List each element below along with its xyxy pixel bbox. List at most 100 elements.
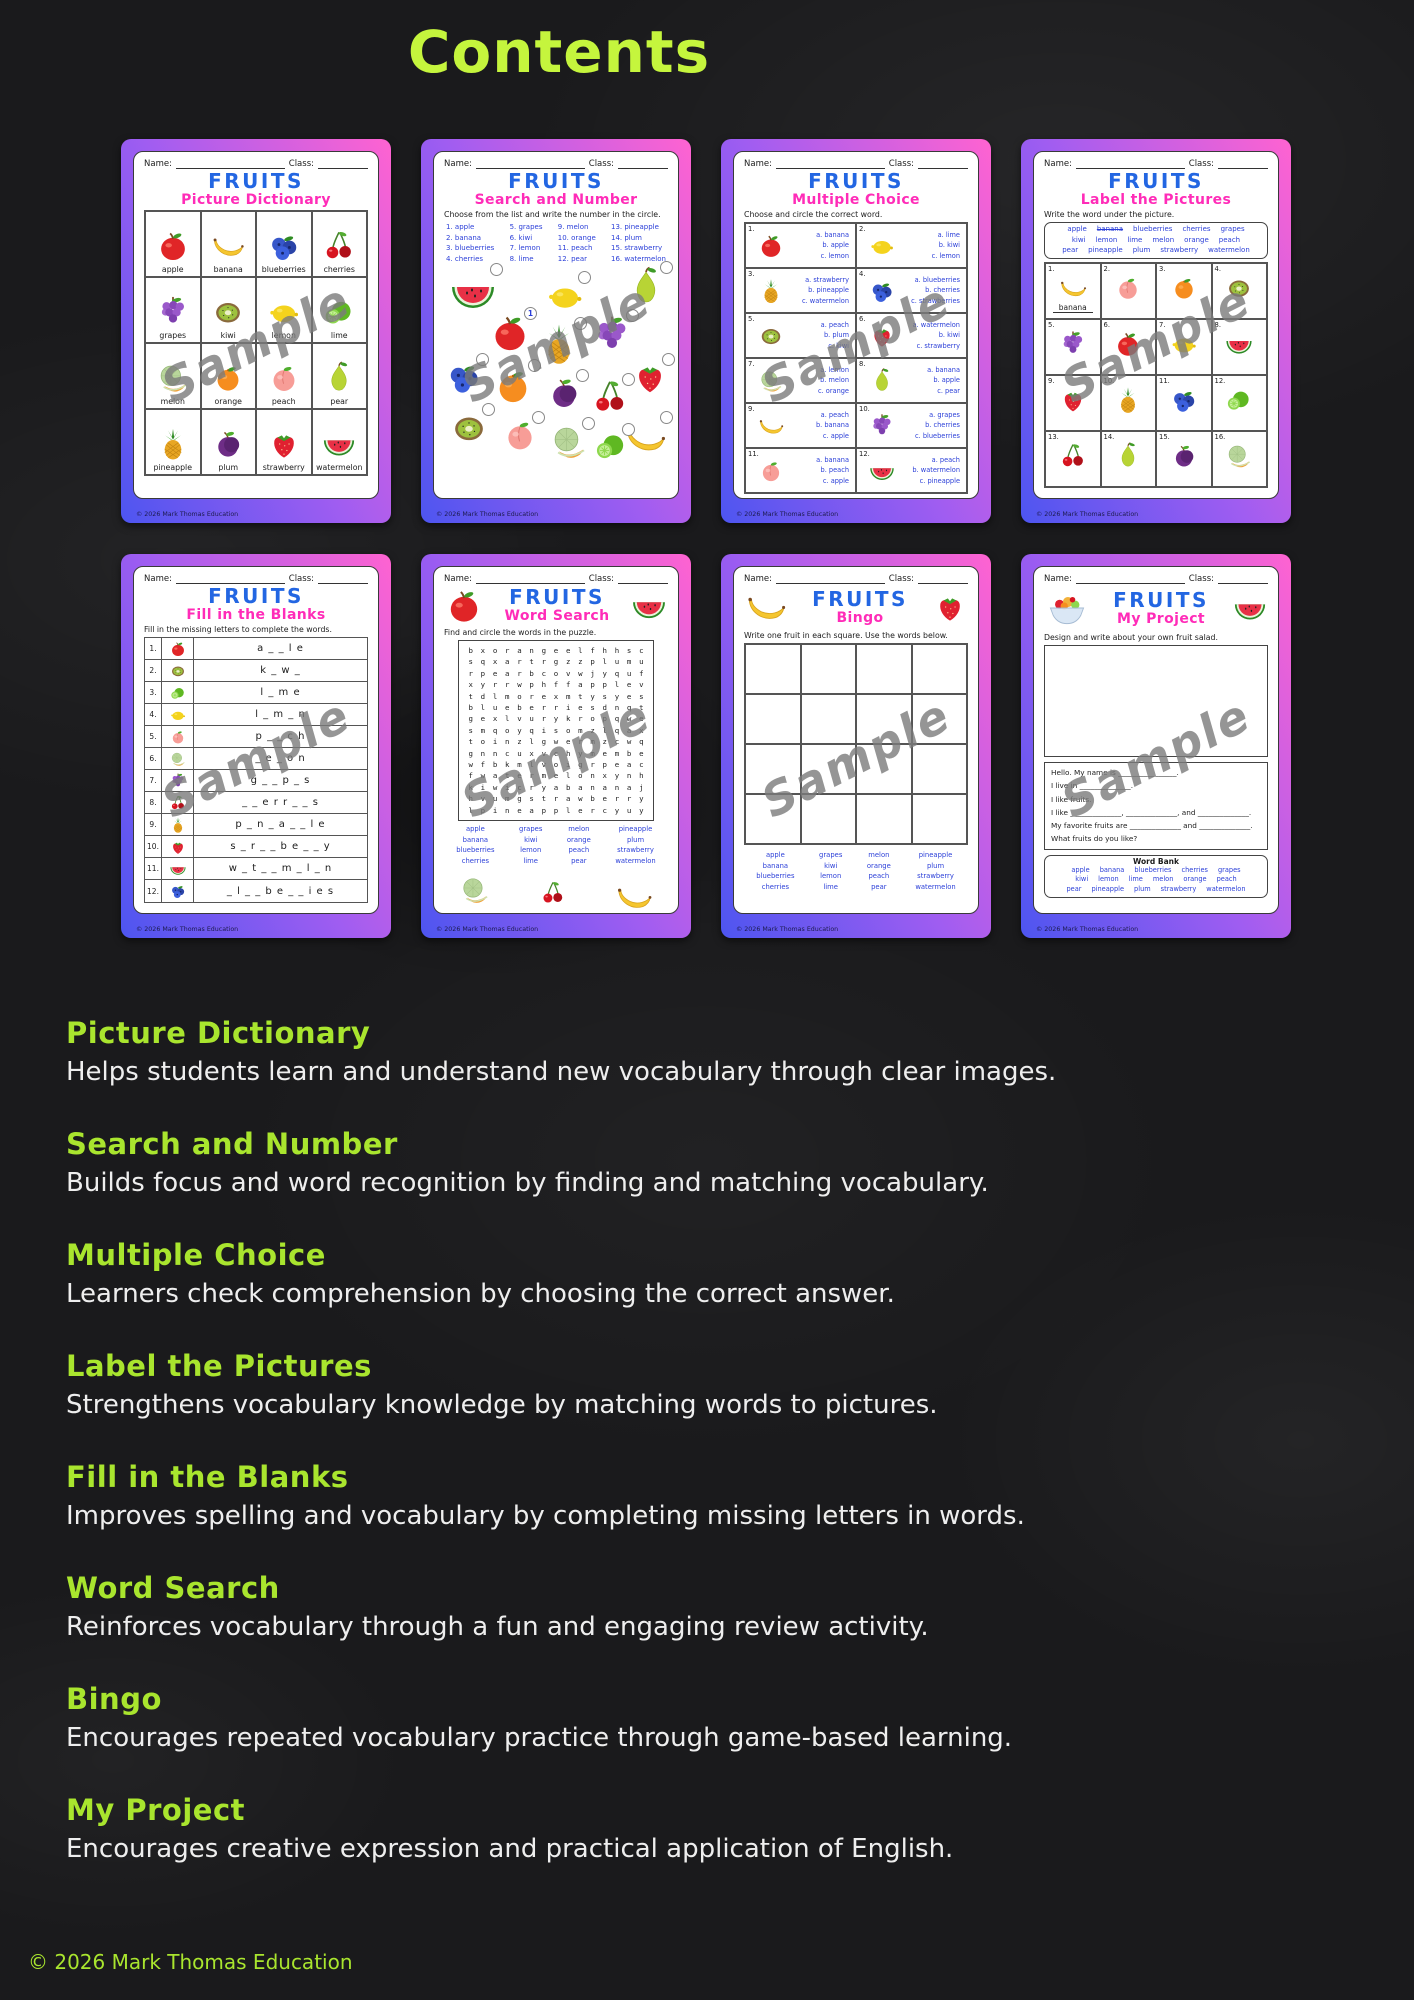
word-item: peach [868,872,890,881]
letter: h [541,680,547,690]
word-bank-row: apple banana blueberries cherries grapes [1049,224,1263,235]
instruction-text: Choose and circle the correct word. [744,210,883,219]
worksheet-sheet: Name: Class: FRUITS Bingo Write one fruit in… [733,566,979,914]
sentence-line: Hello. My name is ________________. [1051,768,1179,777]
letter: t [541,794,547,804]
answer-line [1108,359,1148,369]
class-line [1218,161,1268,169]
letter: e [480,714,486,724]
word-item: strawberry [917,872,954,881]
worksheet-sheet: Name: Class: FRUITS Fill in the Blanks Fill … [133,566,379,914]
cherries-icon [590,377,630,417]
apple-icon [757,232,785,260]
fruit-scatter: 1 [444,261,675,473]
section-description: Builds focus and word recognition by fin… [66,1168,989,1198]
letter: g [578,760,583,770]
letter: n [614,703,620,713]
letter: s [529,794,534,804]
letter: c [541,668,547,678]
answer-circle: 1 [524,307,537,320]
answer-line [1108,471,1148,481]
worksheet-card-my-project: Name: Class: FRUITS My Project Design and wr… [1021,554,1291,938]
list-item: 14. plum [611,233,643,242]
blank-word: _ _ e r r _ _ s [242,797,319,808]
grid-cell: 16. [1211,430,1267,487]
cell-number: 1. [1048,264,1055,273]
worksheet-subtitle: Word Search [504,608,610,624]
kiwi-icon [1224,273,1254,303]
cherries-icon [539,879,567,907]
option: c. strawberries [911,296,960,305]
instruction-text: Find and circle the words in the puzzle. [444,628,597,637]
pineapple-icon [1113,385,1143,415]
word-bank-word: lemon [1095,235,1118,244]
letter: e [541,691,547,701]
word-bank-word: blueberries [1134,865,1172,874]
card-copyright: © 2026 Mark Thomas Education [436,511,539,518]
option: a. banana [816,230,849,239]
option: a. banana [927,365,960,374]
letter: e [614,760,620,770]
scatter-fruit [490,359,541,413]
answer-options: a. watermelon b. kiwi c. strawberry [896,320,963,352]
fruits-brand: FRUITS [208,584,304,608]
question-cell: 3. a. strawberry b. pineapple c. watermelon [745,268,856,313]
answer-line [1164,415,1204,425]
grid-cell: cherries [311,211,367,277]
letter: n [590,782,595,792]
worksheet-sheet: Name: Class: FRUITS Search and Number Choose… [433,151,679,499]
cherries-icon [1058,441,1088,471]
scatter-fruit [630,353,675,401]
card-copyright: © 2026 Mark Thomas Education [136,926,239,933]
option: c. apple [822,431,849,440]
letter: l [602,657,607,667]
letter: u [626,668,632,678]
section-description: Reinforces vocabulary through a fun and … [66,1612,929,1642]
lemon-icon [868,232,896,260]
letter: m [578,725,583,735]
letter: f [565,680,571,690]
apple-icon [488,311,532,355]
fruit-label: blueberries [261,265,306,274]
answer-line [1219,415,1259,425]
letter: q [492,725,498,735]
word-item: melon [868,851,890,859]
blueberries-icon [444,357,484,397]
letter: d [602,703,607,713]
letter: n [529,646,534,655]
word-bank-word: banana [1099,865,1125,874]
worksheet-subtitle: Bingo [836,609,884,626]
letter: t [529,657,534,667]
letter: y [590,691,595,701]
word-item: orange [566,835,591,844]
letter: i [541,725,547,735]
list-item: 9. melon [557,223,589,231]
letter: r [578,714,583,724]
cherries-icon [321,228,357,264]
letter: k [505,760,510,770]
letter: f [468,771,473,781]
word-bank-row: kiwi lemon lime melon orange peach [1049,235,1263,246]
grid-cell: 1. banana [1045,262,1101,319]
letter: y [553,714,559,724]
card-copyright: © 2026 Mark Thomas Education [436,926,539,933]
letter: p [602,680,607,690]
grapes-icon [1058,329,1088,359]
word-item: grapes [819,851,843,859]
worksheet-card-bingo: Name: Class: FRUITS Bingo Write one fruit in… [721,554,991,938]
grid-cell: 7. [1156,318,1212,375]
letter: i [492,737,498,747]
blank-word: p _ _ c h [255,731,306,742]
letter: a [505,657,510,667]
class-line [318,576,368,584]
bingo-cell [745,794,801,844]
letter: y [480,680,486,690]
option: a. watermelon [912,320,960,329]
watermelon-icon [448,267,498,317]
word-item: cherries [461,856,490,865]
letter: a [602,782,607,792]
fruits-brand: FRUITS [508,169,604,193]
letter: r [626,794,632,804]
